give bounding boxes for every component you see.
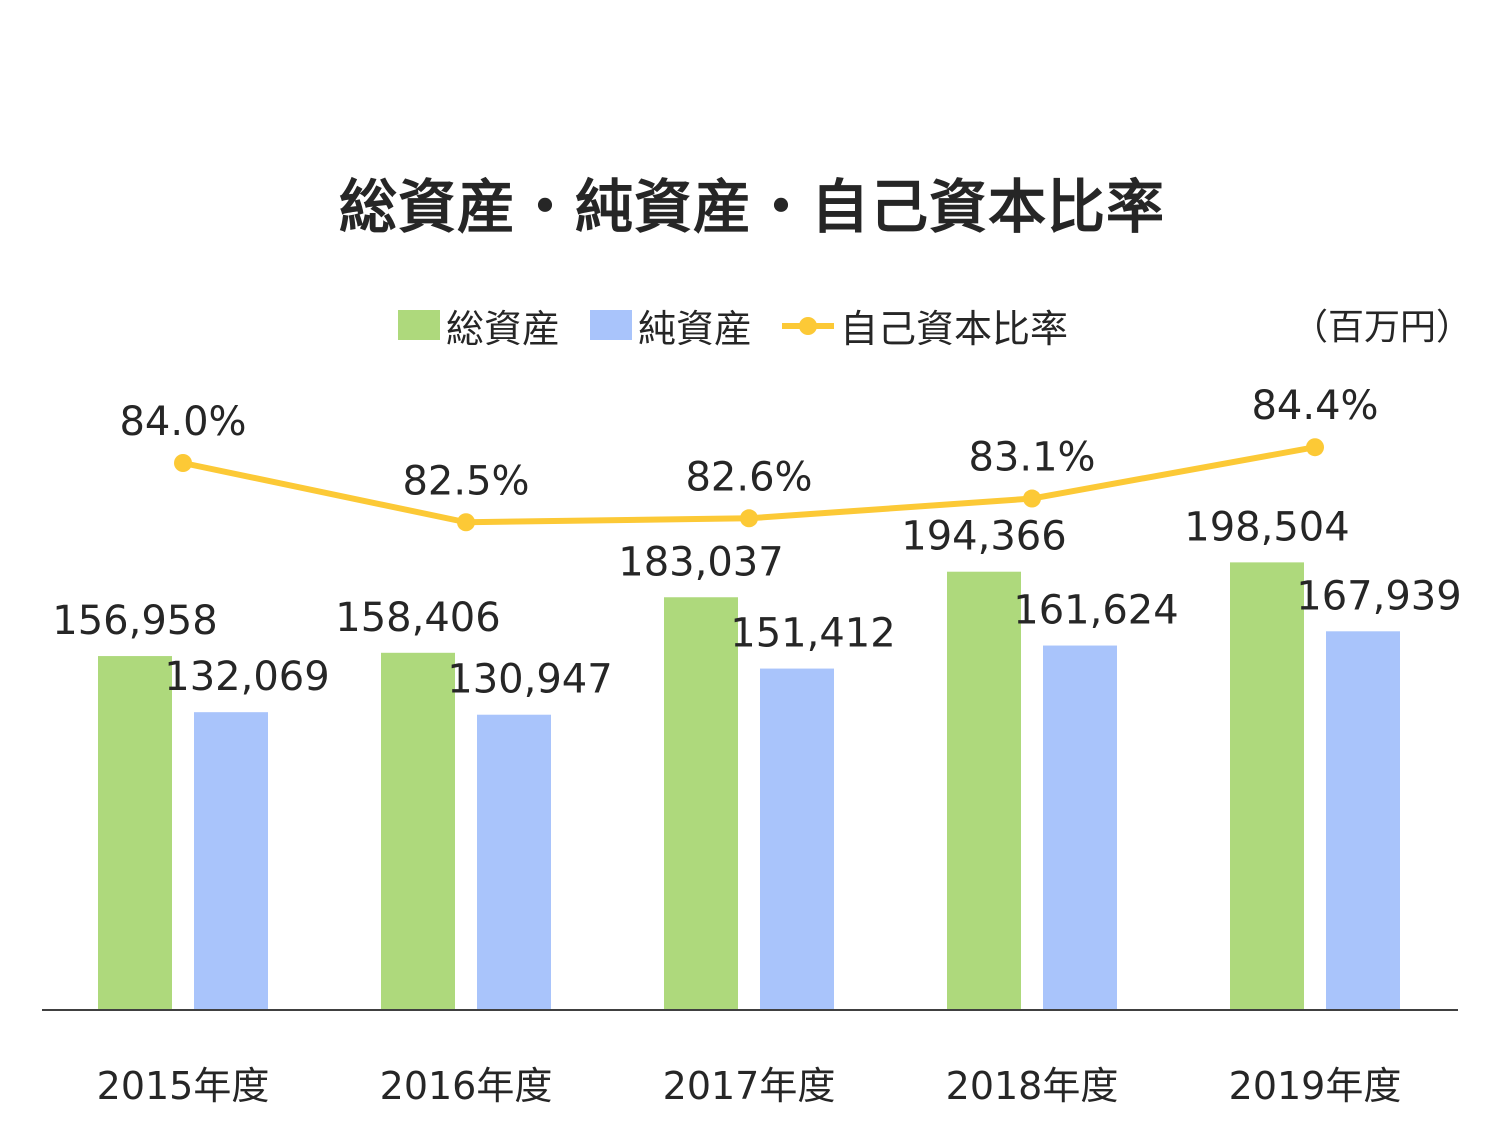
bar-total-assets-3 xyxy=(947,571,1021,1010)
equity-ratio-point-3 xyxy=(1023,489,1041,508)
chart-title: 総資産・純資産・自己資本比率 xyxy=(338,173,1165,241)
equity-ratio-label-4: 84.4% xyxy=(1251,383,1378,429)
bar-net-assets-3 xyxy=(1043,645,1117,1010)
legend-swatch-net-assets xyxy=(590,310,633,340)
data-label-net-assets-0: 132,069 xyxy=(164,654,329,700)
legend-label-net-assets: 純資産 xyxy=(638,306,753,351)
legend-swatch-equity-ratio xyxy=(782,310,835,340)
bar-total-assets-2 xyxy=(664,597,738,1010)
bar-total-assets-1 xyxy=(381,652,455,1010)
data-label-total-assets-4: 198,504 xyxy=(1184,504,1349,550)
legend-item-equity-ratio: 自己資本比率 xyxy=(782,298,1068,353)
category-label-1: 2016年度 xyxy=(379,1064,553,1108)
data-label-net-assets-1: 130,947 xyxy=(447,657,612,703)
category-label-4: 2019年度 xyxy=(1228,1064,1402,1108)
bar-net-assets-0 xyxy=(194,712,268,1010)
equity-ratio-label-3: 83.1% xyxy=(968,435,1095,481)
category-label-3: 2018年度 xyxy=(945,1064,1119,1108)
category-label-2: 2017年度 xyxy=(662,1064,836,1108)
data-label-total-assets-0: 156,958 xyxy=(52,598,217,644)
legend-label-total-assets: 総資産 xyxy=(446,306,561,351)
bar-total-assets-4 xyxy=(1230,562,1304,1010)
equity-ratio-label-2: 82.6% xyxy=(685,454,812,500)
data-label-net-assets-2: 151,412 xyxy=(730,611,895,657)
equity-ratio-label-0: 84.0% xyxy=(119,399,246,445)
equity-ratio-point-2 xyxy=(740,509,758,528)
unit-label: （百万円） xyxy=(1291,307,1472,348)
data-label-total-assets-1: 158,406 xyxy=(335,595,500,641)
bar-total-assets-0 xyxy=(98,656,172,1010)
data-label-total-assets-2: 183,037 xyxy=(618,539,783,585)
legend-item-net-assets: 純資産 xyxy=(590,298,752,353)
data-label-net-assets-3: 161,624 xyxy=(1013,588,1178,634)
legend-swatch-total-assets xyxy=(398,310,440,340)
bar-net-assets-1 xyxy=(477,714,551,1010)
bar-net-assets-2 xyxy=(760,668,834,1010)
data-label-total-assets-3: 194,366 xyxy=(901,514,1066,560)
category-label-0: 2015年度 xyxy=(96,1064,270,1108)
legend: 総資産 純資産 自己資本比率 xyxy=(398,298,1098,353)
equity-ratio-point-1 xyxy=(457,513,475,532)
equity-ratio-point-0 xyxy=(174,454,192,472)
equity-ratio-point-4 xyxy=(1306,438,1324,457)
legend-label-equity-ratio: 自己資本比率 xyxy=(840,306,1069,351)
data-label-net-assets-4: 167,939 xyxy=(1296,573,1461,619)
legend-item-total-assets: 総資産 xyxy=(398,298,560,353)
bar-net-assets-4 xyxy=(1326,631,1400,1010)
equity-ratio-label-1: 82.5% xyxy=(402,458,529,504)
